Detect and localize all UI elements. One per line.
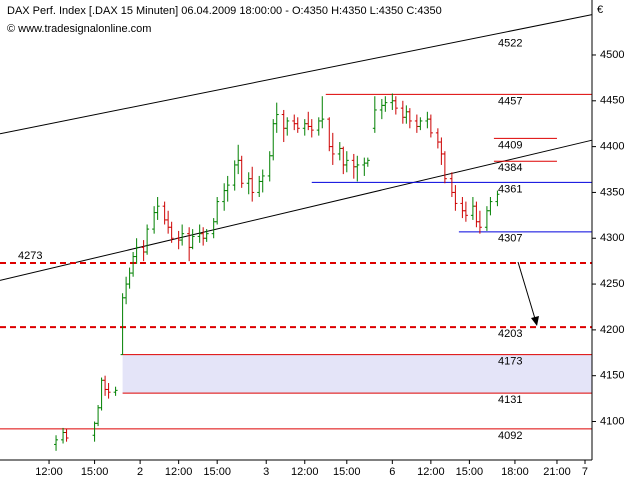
arrow [517, 261, 537, 323]
plot-area [0, 14, 593, 451]
level-label: 4173 [498, 356, 522, 368]
x-tick-label: 12:00 [291, 466, 319, 478]
x-tick-label: 15:00 [81, 466, 109, 478]
zone [122, 354, 593, 394]
trendline [0, 14, 593, 135]
level-label: 4273 [18, 250, 42, 262]
trendline [0, 139, 593, 281]
x-tick-label: 15:00 [203, 466, 231, 478]
x-tick-label: 12:00 [165, 466, 193, 478]
x-tick-label: 15:00 [333, 466, 361, 478]
level-label: 4409 [498, 139, 522, 151]
chart-title: DAX Perf. Index [.DAX 15 Minuten] 06.04.… [7, 5, 442, 17]
x-tick-label: 6 [389, 466, 395, 478]
arrow-head [531, 316, 539, 326]
x-tick-label: 21:00 [543, 466, 571, 478]
y-tick-label: 4300 [600, 232, 624, 244]
annotation: 4522 [498, 38, 522, 50]
x-tick-label: 12:00 [35, 466, 63, 478]
y-tick-label: 4400 [600, 141, 624, 153]
x-tick-label: 15:00 [456, 466, 484, 478]
y-tick-label: 4100 [600, 415, 624, 427]
level-label: 4092 [498, 430, 522, 442]
y-tick-label: 4450 [600, 95, 624, 107]
x-tick-label: 12:00 [417, 466, 445, 478]
x-tick-label: 3 [263, 466, 269, 478]
y-tick-label: 4500 [600, 49, 624, 61]
y-tick-label: 4350 [600, 186, 624, 198]
level-label: 4131 [498, 394, 522, 406]
level-label: 4361 [498, 183, 522, 195]
x-tick-label: 7 [582, 466, 588, 478]
level-label: 4203 [498, 328, 522, 340]
x-tick-label: 18:00 [501, 466, 529, 478]
y-tick-label: 4150 [600, 370, 624, 382]
y-unit: € [597, 4, 603, 16]
y-tick-label: 4250 [600, 278, 624, 290]
level-label: 4307 [498, 233, 522, 245]
copyright: © www.tradesignalonline.com [7, 23, 151, 35]
level-label: 4384 [498, 162, 522, 174]
level-label: 4457 [498, 95, 522, 107]
y-tick-label: 4200 [600, 324, 624, 336]
x-tick-label: 2 [137, 466, 143, 478]
